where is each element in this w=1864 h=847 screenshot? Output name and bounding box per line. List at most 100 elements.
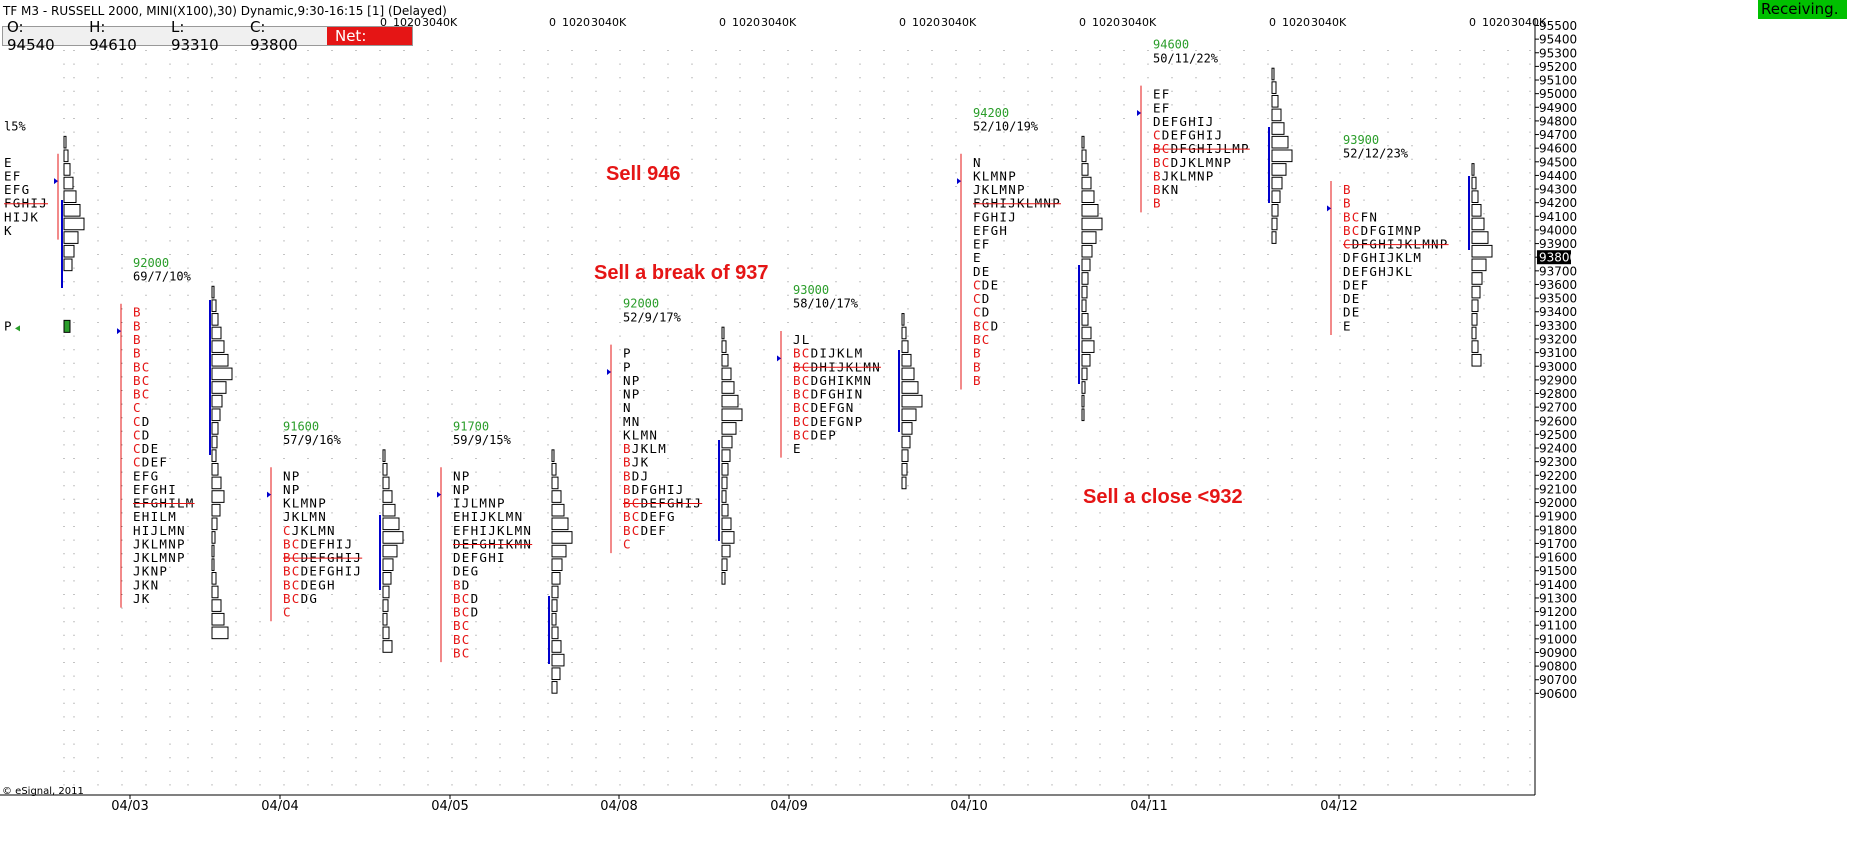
y-tick-label: 91400	[1539, 578, 1577, 592]
y-tick-label: 93300	[1539, 319, 1577, 333]
histogram-bar	[551, 462, 557, 476]
tpo-row: CJKLMN	[283, 523, 335, 538]
ohlc-bar: O: 94540 H: 94610 L: 93310 C: 93800 Net:…	[2, 18, 413, 63]
histogram-scale-label: 20	[1296, 16, 1310, 29]
tpo-row: BCDG	[283, 591, 317, 606]
tpo-row: B	[133, 346, 141, 361]
tpo-row: JKNP	[133, 564, 167, 579]
tpo-row: BCDEFGHIJ	[283, 564, 361, 579]
tpo-row: B	[133, 332, 141, 347]
histogram-bar	[721, 340, 727, 353]
tpo-row: CDE	[133, 441, 158, 456]
histogram-bar	[901, 394, 923, 408]
y-tick-label: 94600	[1539, 142, 1577, 156]
histogram-scale-label: 40K	[775, 16, 797, 29]
histogram-bar	[721, 572, 726, 585]
histogram-scale-label: 40K	[1135, 16, 1157, 29]
y-tick-label: 91000	[1539, 632, 1577, 646]
histogram-bar	[382, 599, 389, 612]
tpo-row: IJLMNP	[453, 496, 505, 511]
y-tick-label: 95000	[1539, 87, 1577, 101]
histogram-bar	[211, 408, 221, 422]
histogram-scale-label: 0	[1469, 16, 1476, 29]
tpo-row: B	[973, 373, 981, 388]
histogram-bar	[211, 531, 216, 544]
histogram-bar	[551, 640, 562, 653]
histogram-bar	[551, 517, 569, 531]
histogram-bar	[1271, 67, 1275, 81]
histogram-bar	[382, 626, 390, 640]
tpo-row: KLMNP	[973, 168, 1016, 183]
histogram-bar	[211, 490, 225, 503]
y-tick-label: 90700	[1539, 673, 1577, 687]
tpo-row: BJK	[623, 455, 649, 470]
histogram-bar	[211, 340, 225, 353]
histogram-bar	[382, 503, 396, 517]
histogram-bar	[1271, 135, 1289, 149]
tpo-row: JKLMNP	[973, 182, 1025, 197]
histogram-bar	[382, 585, 390, 599]
tpo-row: C	[283, 605, 291, 620]
profile-poc-label: 94600	[1153, 38, 1189, 52]
histogram-bar	[721, 353, 729, 367]
histogram-bar	[901, 435, 911, 449]
y-tick-label: 94100	[1539, 210, 1577, 224]
tpo-row: BCDEFGN	[793, 400, 853, 415]
tpo-row: BCDIJKLM	[793, 346, 862, 361]
tpo-row: BC	[133, 373, 149, 388]
histogram-bar	[901, 340, 909, 353]
tpo-row: DE	[1343, 291, 1359, 306]
histogram-bar	[551, 476, 559, 490]
histogram-bar	[721, 544, 731, 558]
histogram-bar	[1471, 299, 1479, 313]
histogram-bar	[721, 422, 737, 435]
histogram-bar	[721, 381, 735, 394]
histogram-bar	[551, 667, 561, 681]
tpo-row: BCDJKLMNP	[1153, 155, 1231, 170]
histogram-bar	[901, 449, 909, 462]
y-tick-label: 92700	[1539, 401, 1577, 415]
y-tick-label: 94400	[1539, 169, 1577, 183]
tpo-row: DEFGHJKL	[1343, 264, 1412, 279]
tpo-row: BC	[453, 632, 469, 647]
histogram-bar	[901, 367, 915, 381]
tpo-row: BCDGHIKMN	[793, 373, 871, 388]
histogram-scale-label: 10	[732, 16, 746, 29]
histogram-bar	[211, 422, 219, 435]
tpo-row: NP	[283, 482, 299, 497]
histogram-bar	[211, 326, 222, 340]
x-tick-label: 04/08	[600, 799, 637, 814]
histogram-bar	[1081, 163, 1089, 176]
y-tick-label: 91100	[1539, 619, 1577, 633]
tpo-row: EFHIJKLMN	[453, 523, 531, 538]
tpo-row: EF	[1153, 87, 1169, 102]
tpo-row: BC	[133, 359, 149, 374]
profile-poc-label: 92000	[133, 256, 169, 270]
tpo-row: C	[623, 536, 631, 551]
y-tick-label: 90900	[1539, 646, 1577, 660]
high-value: H: 94610	[89, 18, 137, 54]
histogram-bar	[382, 544, 398, 558]
histogram-bar	[1271, 149, 1293, 163]
tpo-row: KLMNP	[283, 496, 326, 511]
histogram-bar	[211, 626, 229, 640]
tpo-row: EF	[1153, 100, 1169, 115]
histogram-scale-label: 30	[422, 16, 436, 29]
histogram-bar	[382, 476, 390, 490]
open-value: O: 94540	[7, 18, 55, 54]
histogram-scale-label: 0	[380, 16, 387, 29]
histogram-bar	[1081, 285, 1088, 299]
y-tick-label: 95400	[1539, 33, 1577, 47]
histogram-bar	[211, 476, 222, 490]
tpo-row: B	[973, 359, 981, 374]
y-tick-label: 94200	[1539, 196, 1577, 210]
tpo-row: JKLMNP	[133, 550, 185, 565]
tpo-row: BCDEF	[623, 523, 666, 538]
histogram-bar	[551, 681, 558, 694]
histogram-bar	[63, 176, 74, 190]
histogram-bar	[382, 531, 404, 544]
histogram-scale-label: 10	[393, 16, 407, 29]
tpo-row: BCDEFG	[623, 509, 675, 524]
x-tick-label: 04/09	[770, 799, 807, 814]
